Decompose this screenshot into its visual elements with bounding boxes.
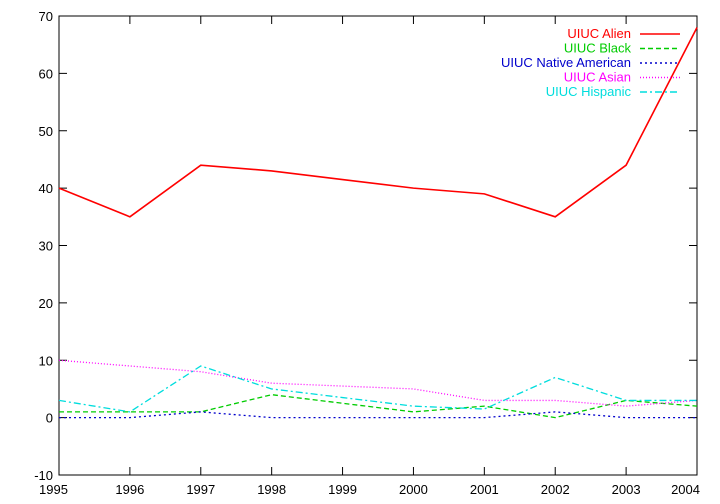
legend-label: UIUC Black — [564, 41, 632, 56]
series-lines — [58, 27, 698, 419]
y-tick-label: 10 — [39, 353, 53, 368]
series-line-uiuc-alien — [58, 27, 698, 218]
x-tick-label: 1998 — [257, 482, 286, 497]
x-tick-label: 1996 — [115, 482, 144, 497]
legend-label: UIUC Native American — [501, 55, 631, 70]
legend-label: UIUC Hispanic — [546, 84, 632, 99]
x-tick-label: 1995 — [39, 482, 68, 497]
y-tick-label: 40 — [39, 181, 53, 196]
x-tick-label: 1997 — [186, 482, 215, 497]
legend-label: UIUC Alien — [567, 26, 631, 41]
x-tick-label: 2002 — [541, 482, 570, 497]
y-tick-label: 50 — [39, 124, 53, 139]
y-tick-label: 20 — [39, 296, 53, 311]
series-line-uiuc-native-american — [59, 411, 697, 419]
x-tick-label: 2000 — [399, 482, 428, 497]
x-tick-label: 2001 — [470, 482, 499, 497]
series-line-uiuc-hispanic — [58, 365, 697, 413]
legend-label: UIUC Asian — [564, 70, 631, 85]
y-tick-label: 0 — [46, 411, 53, 426]
y-tick-label: 30 — [39, 239, 53, 254]
x-tick-label: 2004 — [671, 482, 700, 497]
y-tick-label: -10 — [34, 468, 53, 483]
axis-ticks: -10 0 10 20 30 40 50 60 70 1995 1996 1997 1998 1999 20… — [34, 9, 700, 497]
y-tick-label: 70 — [39, 9, 53, 24]
x-tick-label: 1999 — [328, 482, 357, 497]
series-line-uiuc-asian — [58, 359, 698, 407]
x-tick-label: 2003 — [612, 482, 641, 497]
series-line-uiuc-black — [59, 394, 698, 419]
y-tick-label: 60 — [39, 66, 53, 81]
